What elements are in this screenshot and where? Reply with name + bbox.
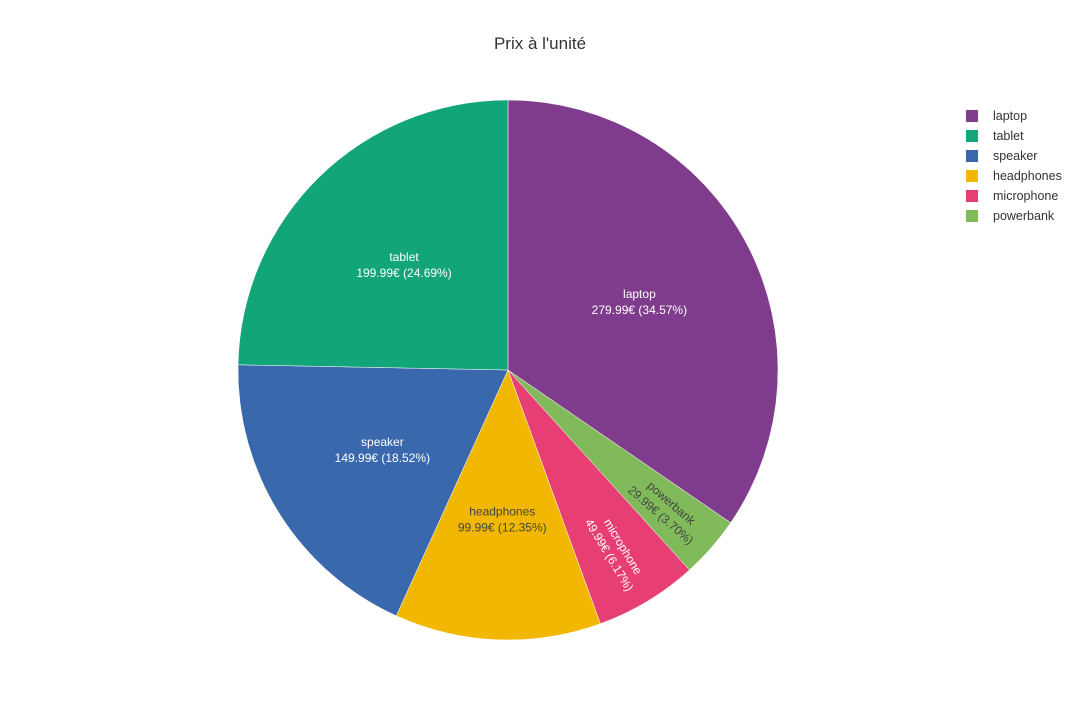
legend-label: tablet <box>993 129 1024 143</box>
legend-label: speaker <box>993 149 1038 163</box>
legend-swatch <box>966 170 978 182</box>
pie-slice-headphones[interactable] <box>395 369 601 641</box>
chart-title: Prix à l'unité <box>493 34 587 53</box>
legend-swatch <box>966 190 978 202</box>
slice-label-headphones: headphones 99.99€ (12.35%) <box>458 504 547 534</box>
legend-item-speaker[interactable]: speaker <box>966 146 1062 166</box>
pie-slice-tablet[interactable] <box>237 99 509 371</box>
slice-name: headphones <box>469 504 535 518</box>
legend-label: laptop <box>993 109 1028 123</box>
legend-item-tablet[interactable]: tablet <box>966 126 1062 146</box>
legend-item-microphone[interactable]: microphone <box>966 186 1062 206</box>
slice-value: 199.99€ (24.69%) <box>356 266 451 280</box>
legend-swatch <box>966 150 978 162</box>
legend-item-laptop[interactable]: laptop <box>966 106 1062 126</box>
legend-swatch <box>966 210 978 222</box>
slice-value: 279.99€ (34.57%) <box>592 303 687 317</box>
slice-value: 99.99€ (12.35%) <box>458 520 547 534</box>
legend-swatch <box>966 110 978 122</box>
legend-label: powerbank <box>993 209 1055 223</box>
legend-label: microphone <box>993 189 1059 203</box>
slice-name: laptop <box>623 287 656 301</box>
legend-item-powerbank[interactable]: powerbank <box>966 206 1062 226</box>
legend-label: headphones <box>993 169 1062 183</box>
pie-slice-speaker[interactable] <box>237 364 509 617</box>
slice-name: tablet <box>389 250 419 264</box>
slice-value: 149.99€ (18.52%) <box>335 451 430 465</box>
slice-label-speaker: speaker 149.99€ (18.52%) <box>335 435 430 465</box>
slice-name: speaker <box>361 435 404 449</box>
legend: laptop tablet speaker headphones microphone p… <box>966 106 1062 226</box>
slice-label-tablet: tablet 199.99€ (24.69%) <box>356 250 451 280</box>
slice-label-laptop: laptop 279.99€ (34.57%) <box>592 287 687 317</box>
legend-swatch <box>966 130 978 142</box>
pie-slice-laptop[interactable] <box>507 99 779 524</box>
legend-item-headphones[interactable]: headphones <box>966 166 1062 186</box>
